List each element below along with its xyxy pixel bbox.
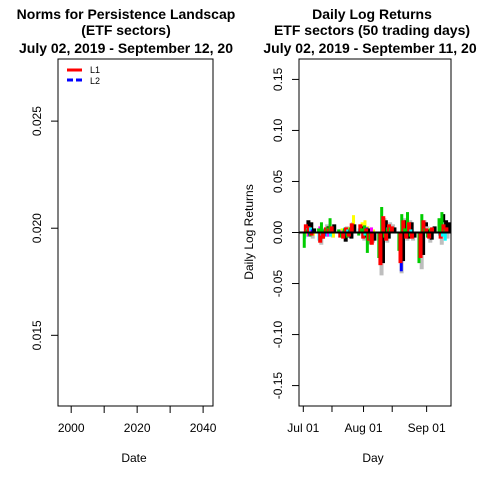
right-title-line-1: Daily Log Returns bbox=[312, 6, 432, 22]
right-y-axis-label: Daily Log Returns bbox=[242, 184, 256, 279]
left-y-tick-label: 0.020 bbox=[30, 213, 44, 243]
left-legend: L1 L2 bbox=[67, 65, 100, 86]
right-y-tick-label: -0.15 bbox=[271, 372, 285, 400]
legend-label-l1: L1 bbox=[90, 65, 100, 75]
right-x-tick-label: Aug 01 bbox=[345, 421, 383, 435]
left-panel: Norms for Persistence Landscap (ETF sect… bbox=[17, 6, 236, 465]
right-x-axis: Jul 01 Aug 01 Sep 01 bbox=[287, 405, 447, 435]
left-x-tick-label: 2040 bbox=[190, 421, 217, 435]
right-y-tick-label: 0.05 bbox=[271, 169, 285, 193]
left-y-axis: 0.015 0.020 0.025 bbox=[30, 106, 58, 350]
right-y-tick-label: 0.15 bbox=[271, 67, 285, 91]
right-y-axis: -0.15 -0.10 -0.05 0.00 0.05 0.10 0.15 bbox=[271, 67, 299, 399]
left-x-axis-label: Date bbox=[121, 451, 147, 465]
right-title-line-3: July 02, 2019 - September 11, 20 bbox=[263, 40, 476, 56]
right-x-tick-label: Sep 01 bbox=[408, 421, 446, 435]
right-x-axis-label: Day bbox=[362, 451, 383, 465]
left-x-tick-label: 2020 bbox=[124, 421, 151, 435]
right-bars bbox=[302, 206, 451, 276]
right-y-tick-label: 0.00 bbox=[271, 220, 285, 244]
right-y-tick-label: -0.05 bbox=[271, 270, 285, 298]
left-x-axis: 2000 2020 2040 bbox=[58, 405, 217, 435]
left-y-tick-label: 0.025 bbox=[30, 106, 44, 136]
left-x-tick-label: 2000 bbox=[58, 421, 85, 435]
left-title-line-1: Norms for Persistence Landscap bbox=[17, 6, 236, 22]
right-y-tick-label: 0.10 bbox=[271, 118, 285, 142]
right-panel: Daily Log Returns ETF sectors (50 tradin… bbox=[242, 6, 477, 465]
left-plot-frame bbox=[57, 58, 214, 407]
right-y-tick-label: -0.10 bbox=[271, 321, 285, 349]
legend-label-l2: L2 bbox=[90, 76, 100, 86]
right-x-tick-label: Jul 01 bbox=[287, 421, 319, 435]
left-title-line-3: July 02, 2019 - September 12, 20 bbox=[19, 40, 233, 56]
right-title-line-2: ETF sectors (50 trading days) bbox=[274, 22, 470, 38]
left-title-line-2: (ETF sectors) bbox=[81, 22, 170, 38]
left-y-tick-label: 0.015 bbox=[30, 320, 44, 350]
